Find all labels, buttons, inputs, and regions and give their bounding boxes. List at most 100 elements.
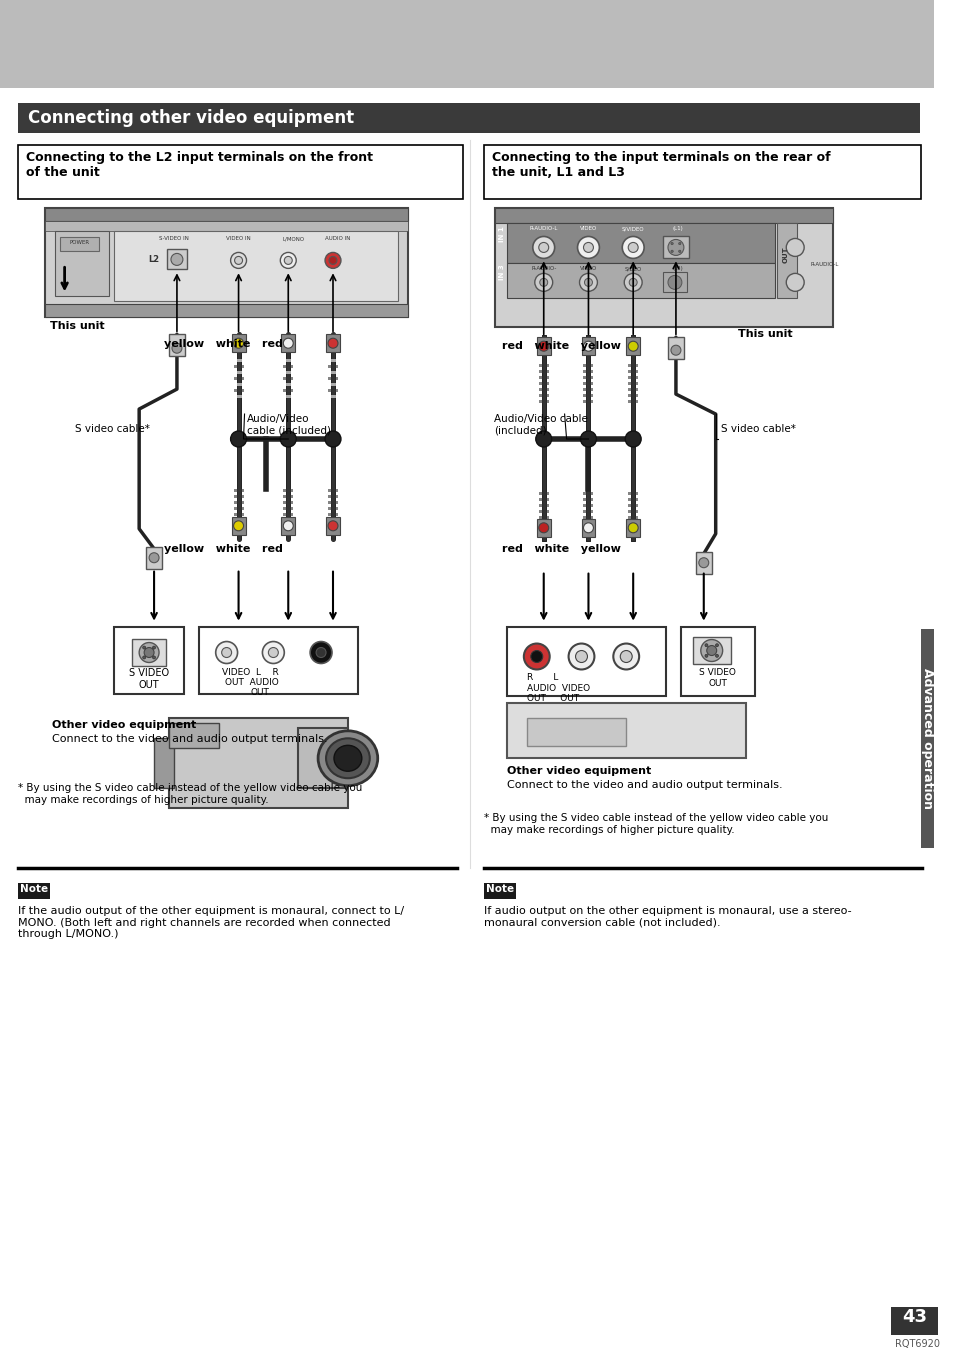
Bar bbox=[233, 372, 243, 374]
Circle shape bbox=[143, 657, 146, 659]
Bar bbox=[283, 384, 293, 386]
Circle shape bbox=[171, 254, 183, 265]
Bar bbox=[328, 507, 337, 509]
Bar bbox=[233, 489, 243, 492]
Circle shape bbox=[538, 342, 548, 351]
Bar bbox=[18, 103, 920, 132]
Bar bbox=[45, 304, 407, 317]
Bar bbox=[233, 365, 243, 369]
Bar bbox=[625, 338, 639, 355]
Bar bbox=[583, 400, 593, 403]
Text: (L3): (L3) bbox=[672, 266, 682, 272]
Bar bbox=[54, 231, 110, 296]
Bar bbox=[169, 334, 185, 357]
Text: OUT  AUDIO: OUT AUDIO bbox=[224, 678, 278, 688]
Text: (L1): (L1) bbox=[672, 227, 682, 231]
Circle shape bbox=[700, 639, 722, 662]
Bar bbox=[628, 376, 638, 380]
Circle shape bbox=[325, 253, 340, 269]
Bar bbox=[583, 492, 593, 494]
Circle shape bbox=[785, 273, 803, 292]
Bar bbox=[45, 208, 407, 317]
Circle shape bbox=[667, 276, 681, 289]
Circle shape bbox=[715, 643, 718, 647]
Bar bbox=[283, 489, 293, 492]
Bar bbox=[583, 388, 593, 390]
Bar bbox=[328, 394, 337, 399]
Circle shape bbox=[325, 431, 340, 447]
Bar bbox=[625, 519, 639, 536]
Text: This unit: This unit bbox=[737, 330, 791, 339]
Text: This unit: This unit bbox=[50, 322, 104, 331]
Text: Connect to the video and audio output terminals.: Connect to the video and audio output te… bbox=[506, 781, 781, 790]
Text: VIDEO IN: VIDEO IN bbox=[226, 236, 251, 242]
Circle shape bbox=[234, 257, 242, 265]
Text: R-AUDIO-: R-AUDIO- bbox=[531, 266, 556, 272]
Circle shape bbox=[628, 242, 638, 253]
Text: red   white   yellow: red white yellow bbox=[501, 342, 620, 351]
Circle shape bbox=[785, 239, 803, 257]
Circle shape bbox=[535, 273, 552, 292]
Circle shape bbox=[233, 521, 243, 531]
Text: * By using the S video cable instead of the yellow video cable you
  may make re: * By using the S video cable instead of … bbox=[18, 784, 362, 805]
Bar bbox=[538, 492, 548, 494]
Text: Audio/Video cable
(included): Audio/Video cable (included) bbox=[494, 413, 587, 435]
Bar bbox=[583, 376, 593, 380]
Bar bbox=[628, 516, 638, 519]
Bar bbox=[281, 517, 294, 535]
Bar bbox=[233, 377, 243, 380]
Bar bbox=[538, 394, 548, 397]
Circle shape bbox=[280, 431, 296, 447]
Text: Advanced operation: Advanced operation bbox=[920, 667, 933, 809]
Text: Note: Note bbox=[20, 884, 48, 894]
Ellipse shape bbox=[326, 738, 370, 778]
Bar bbox=[933, 0, 947, 1348]
Circle shape bbox=[628, 523, 638, 532]
Bar bbox=[328, 377, 337, 380]
Bar bbox=[538, 376, 548, 380]
Bar bbox=[538, 388, 548, 390]
Circle shape bbox=[698, 558, 708, 567]
Bar bbox=[233, 394, 243, 399]
Circle shape bbox=[536, 431, 551, 447]
Bar bbox=[506, 704, 744, 758]
Circle shape bbox=[583, 523, 593, 532]
Text: R-AUDIO-L: R-AUDIO-L bbox=[809, 262, 838, 267]
Text: Connecting to the L2 input terminals on the front
of the unit: Connecting to the L2 input terminals on … bbox=[26, 151, 373, 178]
Text: S-VIDEO IN: S-VIDEO IN bbox=[159, 236, 189, 242]
Circle shape bbox=[283, 338, 293, 349]
Circle shape bbox=[231, 431, 246, 447]
Bar bbox=[233, 513, 243, 516]
Text: Connect to the video and audio output terminals.: Connect to the video and audio output te… bbox=[51, 735, 327, 744]
Text: R       L
AUDIO  VIDEO
OUT     OUT: R L AUDIO VIDEO OUT OUT bbox=[526, 673, 589, 704]
Circle shape bbox=[143, 646, 146, 648]
Bar bbox=[506, 627, 665, 696]
Circle shape bbox=[623, 273, 641, 292]
Circle shape bbox=[329, 257, 336, 265]
Circle shape bbox=[575, 651, 587, 662]
Bar bbox=[298, 728, 348, 788]
Bar bbox=[232, 517, 245, 535]
Text: Connecting other video equipment: Connecting other video equipment bbox=[28, 108, 354, 127]
Text: S VIDEO
OUT: S VIDEO OUT bbox=[699, 669, 736, 688]
Text: VIDEO: VIDEO bbox=[579, 227, 597, 231]
Text: R-AUDIO-L: R-AUDIO-L bbox=[529, 227, 558, 231]
Bar bbox=[537, 338, 550, 355]
Circle shape bbox=[577, 236, 598, 258]
Circle shape bbox=[215, 642, 237, 663]
Bar bbox=[328, 513, 337, 516]
Bar bbox=[328, 365, 337, 369]
Circle shape bbox=[532, 236, 554, 258]
Circle shape bbox=[172, 343, 182, 353]
Circle shape bbox=[619, 651, 632, 662]
Circle shape bbox=[613, 643, 639, 670]
Bar bbox=[326, 517, 339, 535]
Bar bbox=[114, 627, 184, 694]
Text: If audio output on the other equipment is monaural, use a stereo-
monaural conve: If audio output on the other equipment i… bbox=[483, 907, 851, 928]
Bar bbox=[537, 519, 550, 536]
Circle shape bbox=[584, 278, 592, 286]
Circle shape bbox=[704, 654, 707, 658]
Bar bbox=[169, 723, 218, 748]
Text: RQT6920: RQT6920 bbox=[894, 1339, 939, 1348]
Bar bbox=[583, 394, 593, 397]
